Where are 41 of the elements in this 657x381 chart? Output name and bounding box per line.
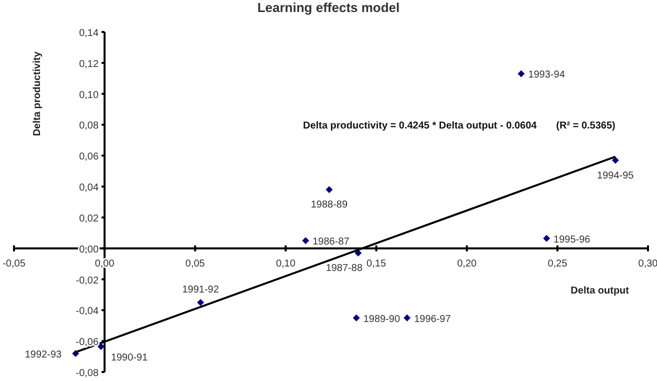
annotation: 1992-93	[24, 349, 62, 360]
point	[302, 237, 310, 244]
y-tick-label: 0,04	[79, 182, 100, 194]
point	[404, 314, 411, 322]
x-tick-label: 0,10	[276, 258, 296, 270]
annotation: 1987-88	[326, 263, 363, 274]
point	[197, 298, 204, 306]
annotation: 1995-96	[554, 234, 591, 246]
point	[326, 186, 333, 194]
x-tick-label: 0,30	[638, 258, 657, 270]
point	[518, 70, 525, 78]
y-tick-label: 0,12	[79, 58, 100, 70]
y-tick-label: 0,06	[79, 152, 100, 163]
y-axis-title: Delta productivity	[32, 51, 43, 136]
y-tick-label: 0,02	[79, 213, 100, 224]
annotation: 1990-91	[110, 352, 148, 364]
annotation: 1988-89	[310, 200, 348, 211]
y-tick-label: 0,14	[79, 28, 100, 39]
x-tick-label: 0,05	[185, 258, 206, 270]
y-tick-label: 0,10	[79, 90, 100, 101]
annotation: Delta productivity = 0.4245 * Delta output - 0.0604 (R² = 0.5365)	[303, 120, 616, 132]
x-tick-label: 0,25	[548, 258, 568, 270]
point	[612, 156, 619, 164]
annotation: 1986-87	[312, 236, 350, 248]
point	[352, 314, 360, 322]
annotation: 1991-92	[182, 284, 220, 296]
annotation: 1994-95	[597, 170, 634, 182]
y-tick-label: -0,04	[76, 306, 100, 318]
y-tick-label: -0,08	[76, 368, 100, 379]
annotation: 1993-94	[528, 70, 566, 81]
chart-title: Learning effects model	[257, 0, 400, 15]
x-axis-title: Delta output	[570, 285, 630, 296]
point	[543, 234, 550, 242]
y-tick-label: -0,06	[76, 337, 100, 348]
x-tick-label: -0,05	[2, 258, 26, 270]
x-tick-label: 0,20	[457, 258, 478, 270]
x-tick-label: 0,15	[366, 258, 386, 270]
y-tick-label: -0,02	[76, 275, 100, 286]
y-tick-label: 0,08	[79, 120, 100, 132]
annotation: 1996-97	[414, 314, 452, 325]
annotation: 1989-90	[363, 314, 400, 325]
